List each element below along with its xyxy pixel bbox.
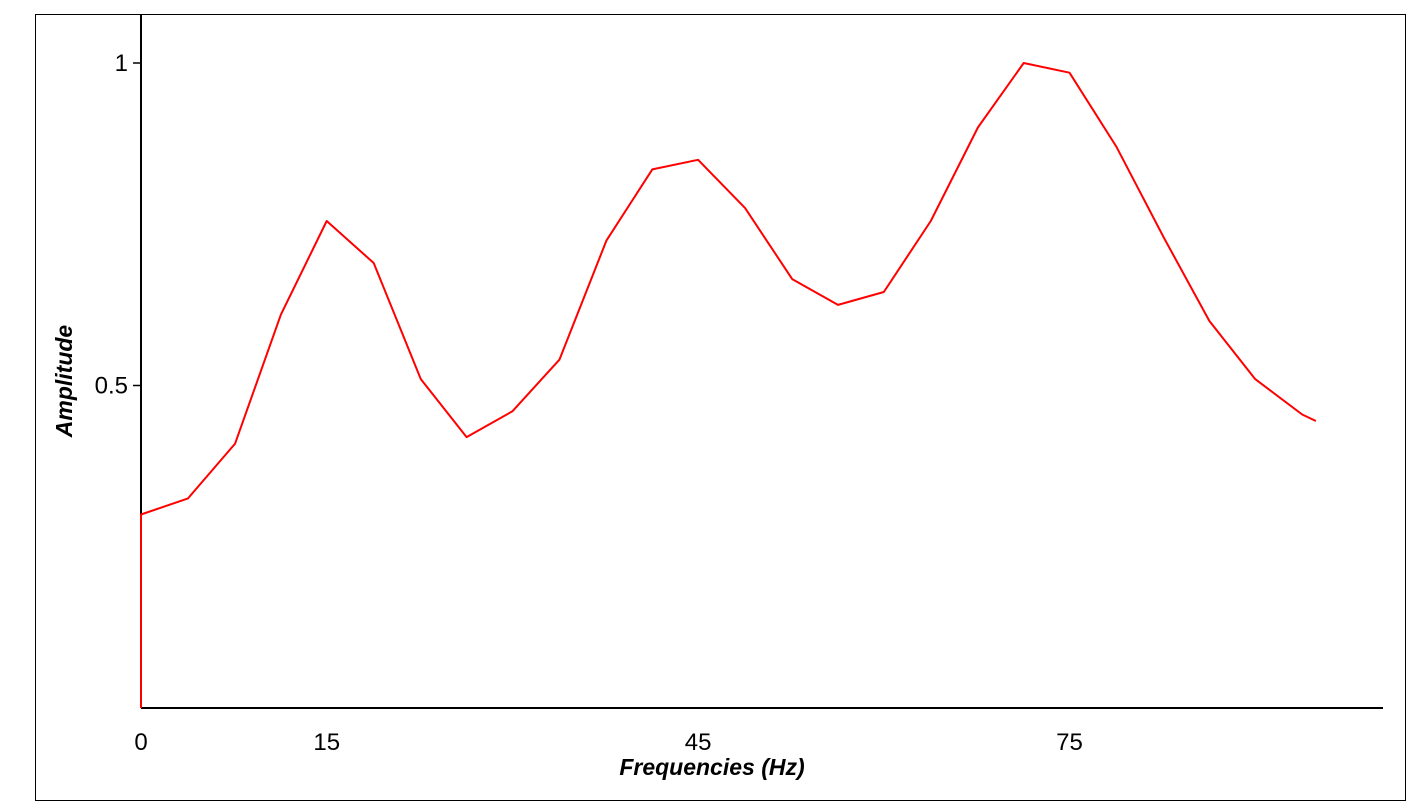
x-tick-label: 75 xyxy=(1056,729,1083,756)
x-tick-label: 0 xyxy=(134,729,147,756)
y-axis-title: Amplitude xyxy=(51,325,77,439)
y-tick-label: 1 xyxy=(115,50,128,77)
x-axis-ticks: 0 15 45 75 xyxy=(134,729,1083,756)
x-tick-label: 45 xyxy=(685,729,712,756)
y-tick-label: 0.5 xyxy=(95,373,128,400)
x-axis-title: Frequencies (Hz) xyxy=(619,754,804,780)
x-tick-label: 15 xyxy=(313,729,340,756)
series-layer xyxy=(140,62,1317,708)
series-line xyxy=(140,62,1317,708)
y-axis-ticks: 0.51 xyxy=(95,50,141,400)
chart-frame xyxy=(35,14,1406,801)
